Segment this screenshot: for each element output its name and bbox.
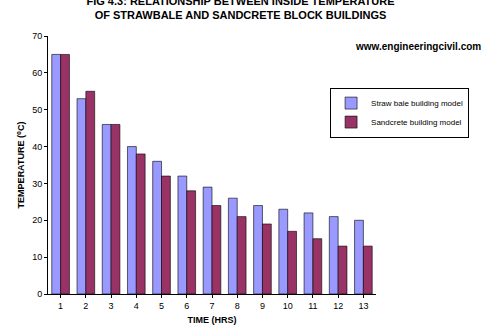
svg-text:11: 11: [308, 301, 317, 311]
svg-text:Straw bale building model: Straw bale building model: [371, 99, 463, 108]
svg-text:20: 20: [32, 215, 42, 225]
svg-text:60: 60: [32, 68, 42, 78]
svg-text:10: 10: [283, 301, 293, 311]
svg-text:0: 0: [37, 289, 42, 299]
svg-text:7: 7: [209, 301, 214, 311]
svg-text:www.engineeringcivil.com: www.engineeringcivil.com: [355, 41, 481, 52]
svg-text:30: 30: [32, 179, 42, 189]
svg-text:FIG 4.3: RELATIONSHIP BETWEEN: FIG 4.3: RELATIONSHIP BETWEEN INSIDE TEM…: [86, 0, 394, 21]
svg-text:TIME (HRS): TIME (HRS): [188, 315, 237, 325]
svg-text:2: 2: [83, 301, 88, 311]
svg-text:12: 12: [333, 301, 343, 311]
svg-text:Sandcrete building model: Sandcrete building model: [371, 118, 462, 127]
svg-text:8: 8: [235, 301, 240, 311]
svg-text:40: 40: [32, 142, 42, 152]
svg-text:6: 6: [184, 301, 189, 311]
svg-text:TEMPERATURE (⁰C): TEMPERATURE (⁰C): [16, 122, 26, 209]
svg-text:70: 70: [32, 31, 42, 41]
svg-text:5: 5: [159, 301, 164, 311]
svg-text:4: 4: [134, 301, 139, 311]
svg-text:9: 9: [260, 301, 265, 311]
svg-text:13: 13: [358, 301, 368, 311]
svg-text:50: 50: [32, 105, 42, 115]
svg-text:1: 1: [58, 301, 63, 311]
svg-text:3: 3: [109, 301, 114, 311]
svg-text:10: 10: [32, 252, 42, 262]
